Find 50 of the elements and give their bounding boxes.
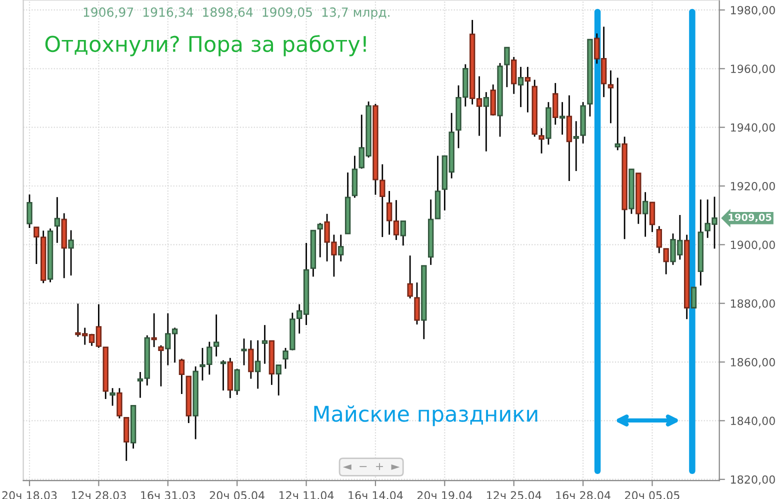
candlestick [511,56,517,95]
y-tick-label: 1940,00 [730,123,775,133]
y-tick-label: 1840,00 [730,416,775,426]
annotation: ◄ − + ► [342,463,400,470]
candlestick [262,324,268,364]
candlestick [407,254,413,300]
candlestick [234,368,240,396]
candlestick [524,66,531,114]
y-tick-label: 1880,00 [730,299,775,309]
candlestick [220,360,226,392]
annotation: 1906,97 1916,34 1898,64 1909,05 13,7 млрд. [84,7,390,20]
candlestick [483,91,490,152]
candlestick [573,120,579,172]
candlestick [663,248,669,275]
text: 1909,05 [728,214,772,222]
candlestick [26,194,32,229]
candlestick [54,196,60,244]
y-tick-label: 1900,00 [730,240,775,250]
candlestick [110,387,116,406]
candlestick [559,101,566,136]
y-tick-label: 1960,00 [730,64,775,74]
candlestick [151,312,157,348]
candlestick [178,358,185,395]
candlestick [656,225,662,254]
y-tick-label: 1980,00 [730,6,775,16]
candlestick [538,128,544,154]
candlestick [649,202,656,233]
candlestick [255,340,261,390]
y-tick-label: 1920,00 [730,182,775,192]
candlestick [690,286,697,308]
candlestick [241,338,247,366]
candlestick [338,234,344,262]
candlestick [317,222,323,258]
candlestick [552,82,558,126]
candlestick [400,220,406,246]
annotation: Отдохнули? Пора за работу! [45,35,366,56]
y-tick-label: 1860,00 [730,358,775,368]
candlestick [414,282,420,326]
y-tick-label: 1820,00 [730,475,775,485]
candlestick [248,340,254,380]
candlestick [614,77,620,151]
candlestick [116,387,122,420]
candlestick [518,66,524,108]
candlestick [276,364,282,396]
candlestick [642,191,648,238]
candlestick [282,347,288,370]
annotation: Майские праздники [314,405,538,426]
candlestick [68,230,74,276]
candlestick [158,344,164,388]
candlestick [504,46,510,88]
